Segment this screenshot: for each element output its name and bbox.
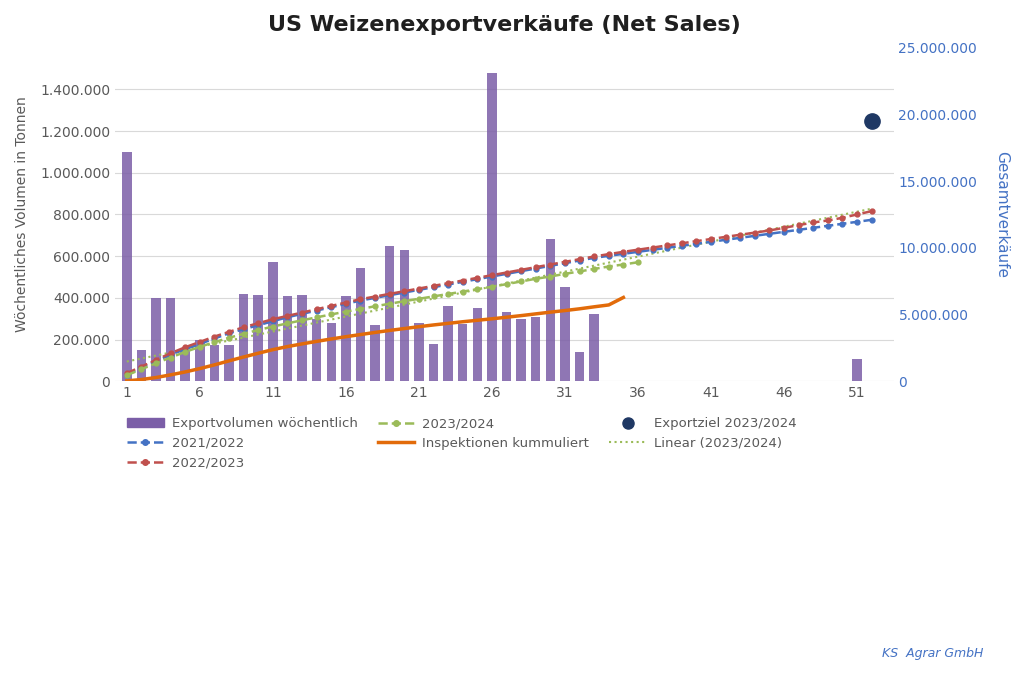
Bar bbox=[122, 152, 131, 382]
Bar bbox=[852, 359, 862, 382]
Bar bbox=[341, 295, 350, 382]
Bar bbox=[516, 319, 526, 382]
Bar bbox=[458, 324, 468, 382]
Bar bbox=[254, 295, 263, 382]
Bar bbox=[399, 250, 409, 382]
Bar bbox=[531, 316, 541, 382]
Bar bbox=[195, 340, 205, 382]
Bar bbox=[443, 306, 453, 382]
Y-axis label: Gesamtverkäufe: Gesamtverkäufe bbox=[994, 151, 1009, 278]
Bar bbox=[429, 344, 438, 382]
Bar bbox=[136, 350, 146, 382]
Bar bbox=[560, 287, 569, 382]
Text: KS  Agrar GmbH: KS Agrar GmbH bbox=[882, 647, 983, 660]
Bar bbox=[385, 246, 394, 382]
Title: US Weizenexportverkäufe (Net Sales): US Weizenexportverkäufe (Net Sales) bbox=[268, 15, 740, 35]
Bar bbox=[239, 293, 249, 382]
Bar bbox=[574, 352, 585, 382]
Legend: Exportvolumen wöchentlich, 2021/2022, 2022/2023, 2023/2024, Inspektionen kummuli: Exportvolumen wöchentlich, 2021/2022, 20… bbox=[122, 412, 802, 474]
Bar bbox=[297, 295, 307, 382]
Bar bbox=[355, 268, 366, 382]
Bar bbox=[546, 240, 555, 382]
Bar bbox=[473, 308, 482, 382]
Bar bbox=[327, 323, 336, 382]
Bar bbox=[166, 298, 175, 382]
Bar bbox=[371, 325, 380, 382]
Bar bbox=[312, 319, 322, 382]
Bar bbox=[152, 298, 161, 382]
Bar bbox=[590, 314, 599, 382]
Bar bbox=[414, 323, 424, 382]
Bar bbox=[210, 345, 219, 382]
Bar bbox=[268, 262, 278, 382]
Bar bbox=[283, 295, 292, 382]
Bar bbox=[502, 312, 511, 382]
Y-axis label: Wöchentliches Volumen in Tonnen: Wöchentliches Volumen in Tonnen bbox=[15, 97, 29, 332]
Bar bbox=[180, 350, 190, 382]
Bar bbox=[224, 345, 233, 382]
Bar bbox=[487, 73, 497, 382]
